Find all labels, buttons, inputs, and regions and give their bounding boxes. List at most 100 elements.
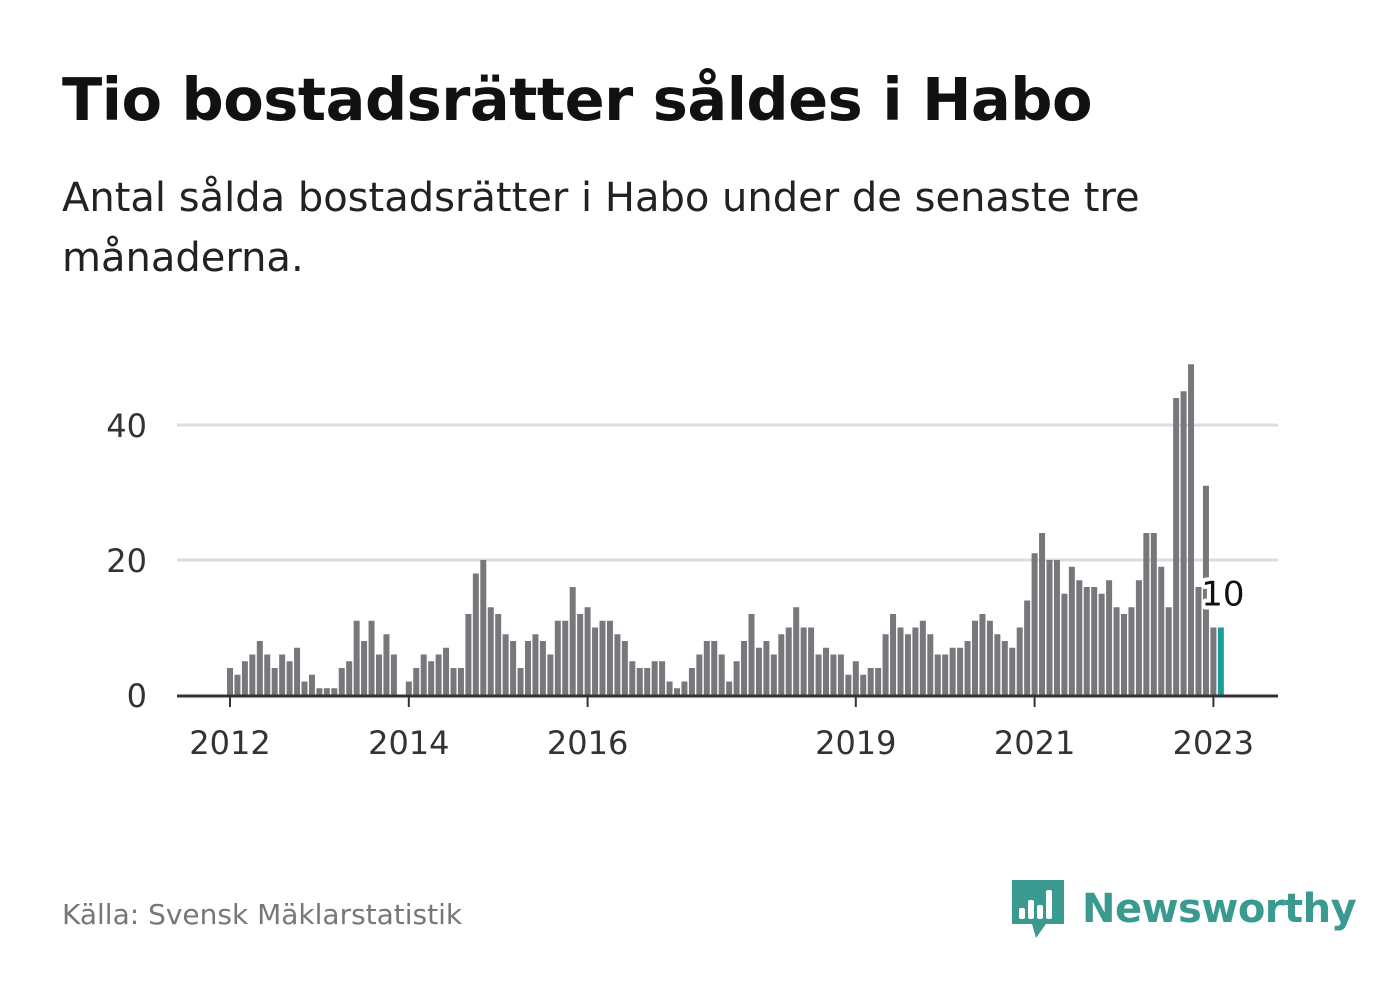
bar (770, 654, 777, 695)
bar (584, 607, 591, 695)
bar (711, 641, 718, 695)
bar (890, 614, 897, 695)
bar (1202, 485, 1209, 695)
bar (994, 634, 1001, 695)
bar (249, 654, 256, 695)
bar (718, 654, 725, 695)
bar (539, 641, 546, 695)
bar (1068, 566, 1075, 695)
chart-subtitle: Antal sålda bostadsrätter i Habo under d… (62, 175, 1140, 281)
x-tick-label: 2023 (1173, 724, 1254, 762)
bar (1024, 600, 1031, 695)
bar (644, 668, 651, 695)
bar (733, 661, 740, 695)
bar (659, 661, 666, 695)
bar (227, 668, 233, 695)
bar (845, 674, 852, 695)
bar (785, 627, 792, 695)
bar (361, 641, 368, 695)
bar (1016, 627, 1023, 695)
bar (457, 668, 464, 695)
bar (837, 654, 844, 695)
bars (227, 364, 1224, 695)
x-tick-label: 2019 (815, 724, 896, 762)
bar (1210, 627, 1217, 695)
bar (815, 654, 822, 695)
highlight-annotation: 10 (1197, 571, 1248, 619)
bar (435, 654, 442, 695)
bar (1195, 587, 1202, 695)
bar (875, 668, 882, 695)
bar (1128, 607, 1135, 695)
bar (972, 620, 978, 695)
bar (472, 573, 479, 695)
y-tick-label: 20 (106, 542, 147, 580)
bar (383, 634, 390, 695)
bar (1009, 647, 1016, 695)
bar (986, 620, 993, 695)
bar (592, 627, 599, 695)
bar (860, 674, 867, 695)
bar (681, 681, 688, 695)
bar (1001, 641, 1008, 695)
bar (1039, 533, 1046, 695)
bar (510, 641, 517, 695)
bar (1098, 593, 1105, 695)
bar (606, 620, 613, 695)
bar (912, 627, 919, 695)
newsworthy-logo-icon (1012, 880, 1064, 938)
bar (346, 661, 353, 695)
bar (517, 668, 524, 695)
bar (867, 668, 874, 695)
bar (301, 681, 308, 695)
bar (726, 681, 733, 695)
bar (599, 620, 606, 695)
bar (443, 647, 450, 695)
bar (778, 634, 785, 695)
bar (1165, 607, 1172, 695)
bar (741, 641, 748, 695)
brand-logo: Newsworthy (1010, 878, 1357, 940)
bar (1091, 587, 1098, 695)
bar (852, 661, 859, 695)
bar-highlight (1217, 627, 1224, 695)
bar (286, 661, 293, 695)
bar (897, 627, 904, 695)
bar (793, 607, 800, 695)
bar (1180, 391, 1187, 695)
bar (405, 681, 412, 695)
bar (808, 627, 815, 695)
chart-title: Tio bostadsrätter såldes i Habo (62, 65, 1093, 134)
bar (800, 627, 807, 695)
bar (1046, 560, 1053, 695)
bar (308, 674, 315, 695)
bar (234, 674, 241, 695)
bar (1106, 580, 1113, 695)
bar (256, 641, 263, 695)
bar (1173, 398, 1180, 695)
bar (487, 607, 494, 695)
bar (1083, 587, 1090, 695)
bar (413, 668, 420, 695)
bar (390, 654, 397, 695)
bar (495, 614, 502, 695)
bar (241, 661, 248, 695)
bar (323, 688, 330, 695)
bar (562, 620, 569, 695)
bar (763, 641, 770, 695)
bar (904, 634, 911, 695)
bar (666, 681, 673, 695)
bar (271, 668, 278, 695)
gridlines (177, 423, 1278, 562)
bar (577, 614, 584, 695)
bar (688, 668, 695, 695)
bar (279, 654, 286, 695)
bar (927, 634, 934, 695)
bar (353, 620, 360, 695)
bar (554, 620, 561, 695)
bar (1188, 364, 1195, 695)
bar (651, 661, 658, 695)
bar (1150, 533, 1157, 695)
bar (882, 634, 889, 695)
bar (294, 647, 301, 695)
